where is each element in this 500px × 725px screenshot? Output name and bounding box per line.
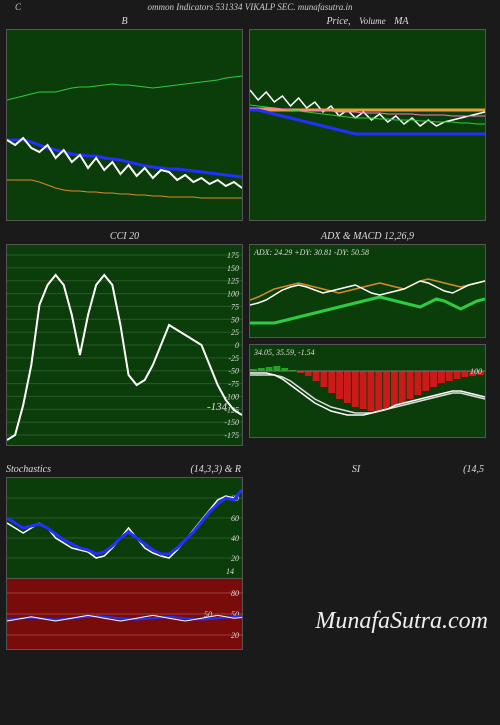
bb-panel: B — [6, 14, 243, 221]
svg-text:34.05, 35.59, -1.54: 34.05, 35.59, -1.54 — [253, 348, 315, 357]
stoch-lower-chart: 80502050 — [6, 579, 243, 650]
rsi-title: SI (14,5 — [249, 462, 484, 477]
svg-text:50: 50 — [231, 315, 239, 324]
svg-text:-50: -50 — [228, 367, 239, 376]
rsi-r: (14,5 — [463, 464, 484, 475]
svg-text:50: 50 — [204, 610, 212, 619]
price-ma-chart — [249, 29, 486, 221]
adx-chart: ADX: 24.29 +DY: 30.81 -DY: 50.58 — [249, 244, 486, 338]
price-ma-panel: Price, Volume MA — [249, 14, 486, 221]
pm-title-l: Price, — [326, 16, 350, 27]
page-header: C ommon Indicators 531334 VIKALP SEC. mu… — [0, 0, 500, 14]
watermark: MunafaSutra.com — [315, 608, 488, 635]
svg-text:100: 100 — [227, 290, 239, 299]
svg-text:150: 150 — [227, 264, 239, 273]
stoch-panel: Stochastics (14,3,3) & R 8060402014 8050… — [6, 462, 243, 650]
svg-text:60: 60 — [231, 514, 239, 523]
bb-chart — [6, 29, 243, 221]
svg-text:0: 0 — [235, 341, 239, 350]
row-2: CCI 20 1751501251007550250-25-50-75-100-… — [0, 229, 500, 446]
st-r: (14,3,3) & R — [190, 464, 241, 475]
price-ma-title: Price, Volume MA — [249, 14, 486, 29]
row-1: B Price, Volume MA — [0, 14, 500, 221]
pm-title-r: MA — [394, 16, 408, 27]
stoch-upper-chart: 8060402014 — [6, 477, 243, 579]
bb-title: B — [6, 14, 243, 29]
cci-chart: 1751501251007550250-25-50-75-100-125-150… — [6, 244, 243, 446]
svg-text:75: 75 — [231, 302, 239, 311]
cci-title: CCI 20 — [6, 229, 243, 244]
svg-text:100: 100 — [470, 367, 482, 376]
rsi-l: SI — [352, 464, 360, 475]
st-l: Stochastics — [6, 464, 51, 475]
svg-text:40: 40 — [231, 534, 239, 543]
stoch-title: Stochastics (14,3,3) & R — [6, 462, 241, 477]
svg-text:25: 25 — [231, 328, 239, 337]
svg-text:-150: -150 — [224, 418, 239, 427]
header-center: ommon Indicators 531334 VIKALP SEC. muna… — [147, 2, 352, 12]
svg-text:-75: -75 — [228, 380, 239, 389]
svg-text:-175: -175 — [224, 431, 239, 440]
macd-chart: 34.05, 35.59, -1.54 100 — [249, 344, 486, 438]
svg-text:20: 20 — [231, 631, 239, 640]
svg-text:175: 175 — [227, 251, 239, 260]
header-left: C — [15, 2, 21, 12]
pm-title-m: Volume — [359, 16, 386, 26]
svg-text:125: 125 — [227, 277, 239, 286]
svg-text:20: 20 — [231, 554, 239, 563]
svg-text:ADX: 24.29 +DY: 30.81 -DY: 50.: ADX: 24.29 +DY: 30.81 -DY: 50.58 — [253, 248, 369, 257]
svg-text:80: 80 — [231, 589, 239, 598]
cci-panel: CCI 20 1751501251007550250-25-50-75-100-… — [6, 229, 243, 446]
adx-macd-title: ADX & MACD 12,26,9 — [249, 229, 486, 244]
svg-text:-25: -25 — [228, 354, 239, 363]
svg-text:14: 14 — [226, 567, 234, 576]
adx-macd-panel: ADX & MACD 12,26,9 ADX: 24.29 +DY: 30.81… — [249, 229, 486, 446]
svg-text:-134: -134 — [207, 401, 228, 413]
